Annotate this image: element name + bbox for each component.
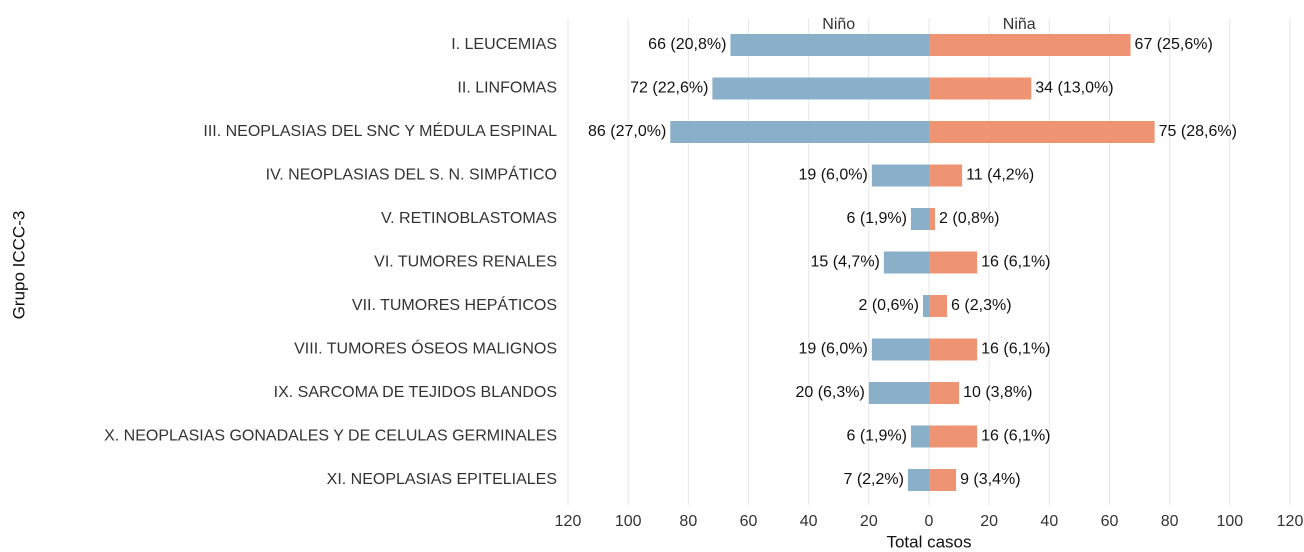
category-label: V. RETINOBLASTOMAS xyxy=(381,210,557,227)
category-label: X. NEOPLASIAS GONADALES Y DE CELULAS GER… xyxy=(104,428,557,445)
bar xyxy=(871,164,929,187)
category-label: XI. NEOPLASIAS EPITELIALES xyxy=(327,471,557,488)
bar xyxy=(929,34,1131,56)
series-label: Niño xyxy=(822,16,855,33)
category-label: I. LEUCEMIAS xyxy=(451,36,557,53)
bar xyxy=(883,251,929,274)
value-label: 16 (6,1%) xyxy=(981,428,1050,445)
category-label: VII. TUMORES HEPÁTICOS xyxy=(352,295,557,314)
value-label: 66 (20,8%) xyxy=(648,36,726,53)
value-label: 6 (1,9%) xyxy=(846,428,906,445)
bar xyxy=(929,338,978,361)
bar xyxy=(910,425,929,448)
bar xyxy=(670,121,929,143)
x-tick-label: 20 xyxy=(980,513,998,530)
category-label: III. NEOPLASIAS DEL SNC Y MÉDULA ESPINAL xyxy=(203,121,557,140)
bar xyxy=(929,469,957,491)
value-label: 9 (3,4%) xyxy=(960,471,1020,488)
category-label: IX. SARCOMA DE TEJIDOS BLANDOS xyxy=(274,384,557,401)
bar xyxy=(712,77,929,100)
bar xyxy=(929,382,960,404)
value-label: 2 (0,8%) xyxy=(939,210,999,227)
bar xyxy=(922,295,929,317)
x-tick-label: 80 xyxy=(679,513,697,530)
category-label: VI. TUMORES RENALES xyxy=(374,254,557,271)
x-tick-label: 20 xyxy=(860,513,878,530)
x-tick-label: 60 xyxy=(1101,513,1119,530)
value-label: 34 (13,0%) xyxy=(1035,80,1113,97)
x-tick-label: 80 xyxy=(1161,513,1179,530)
bar xyxy=(929,295,948,317)
value-label: 6 (2,3%) xyxy=(951,297,1011,314)
x-tick-label: 120 xyxy=(1277,513,1304,530)
value-label: 11 (4,2%) xyxy=(966,167,1034,184)
value-label: 86 (27,0%) xyxy=(588,123,666,140)
value-label: 16 (6,1%) xyxy=(981,341,1050,358)
bar xyxy=(929,208,936,230)
value-label: 10 (3,8%) xyxy=(963,384,1032,401)
category-label: II. LINFOMAS xyxy=(457,80,557,97)
value-label: 7 (2,2%) xyxy=(843,471,903,488)
value-label: 16 (6,1%) xyxy=(981,254,1050,271)
value-label: 19 (6,0%) xyxy=(798,341,867,358)
bar xyxy=(910,208,929,230)
category-label: IV. NEOPLASIAS DEL S. N. SIMPÁTICO xyxy=(266,165,557,184)
bar xyxy=(929,77,1032,100)
bar xyxy=(868,382,929,404)
y-axis-title: Grupo ICCC-3 xyxy=(9,211,28,320)
bar xyxy=(871,338,929,361)
x-tick-label: 40 xyxy=(1040,513,1058,530)
bar xyxy=(907,469,929,491)
value-label: 2 (0,6%) xyxy=(859,297,919,314)
bar xyxy=(929,121,1155,143)
x-tick-label: 100 xyxy=(1216,513,1243,530)
value-label: 72 (22,6%) xyxy=(630,80,708,97)
series-label: Niña xyxy=(1003,16,1036,33)
x-tick-label: 120 xyxy=(555,513,582,530)
value-label: 19 (6,0%) xyxy=(798,167,867,184)
bar xyxy=(929,251,978,274)
bar xyxy=(730,34,929,56)
value-label: 75 (28,6%) xyxy=(1159,123,1237,140)
category-label: VIII. TUMORES ÓSEOS MALIGNOS xyxy=(294,339,557,358)
bar xyxy=(929,425,978,448)
value-label: 67 (25,6%) xyxy=(1135,36,1213,53)
x-tick-label: 40 xyxy=(800,513,818,530)
value-label: 15 (4,7%) xyxy=(811,254,880,271)
bar xyxy=(929,164,963,187)
x-tick-label: 0 xyxy=(925,513,934,530)
x-tick-label: 60 xyxy=(740,513,758,530)
x-tick-label: 100 xyxy=(615,513,642,530)
x-axis-title: Total casos xyxy=(886,532,971,551)
value-label: 6 (1,9%) xyxy=(846,210,906,227)
value-label: 20 (6,3%) xyxy=(795,384,864,401)
